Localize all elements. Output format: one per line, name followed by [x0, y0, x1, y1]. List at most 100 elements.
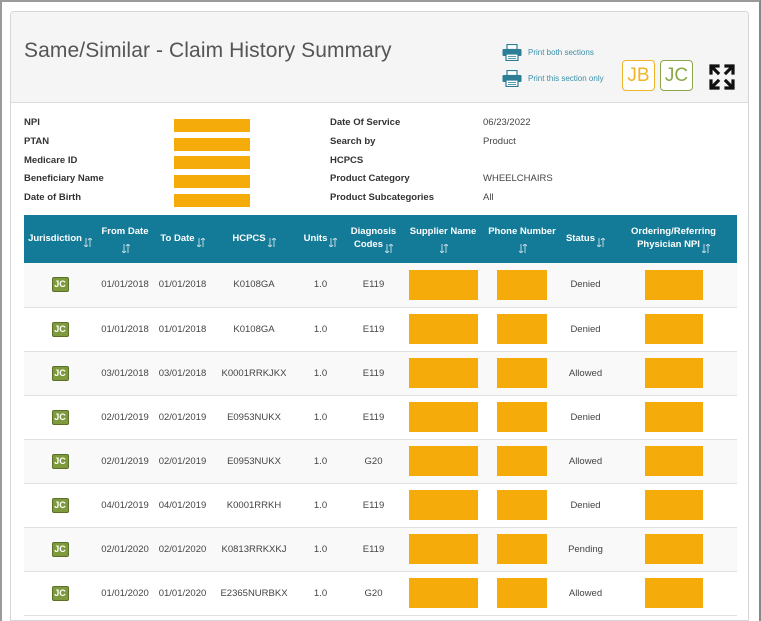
cell-hcpcs: E2365NURBKX	[211, 571, 297, 616]
table-row[interactable]: JC 02/01/2020 02/01/2020 K0813RRKXKJ 1.0 E119…	[24, 527, 737, 572]
product-subcategories-label: Product Subcategories	[330, 192, 434, 203]
jurisdiction-badge: JC	[51, 365, 69, 381]
jurisdiction-badge: JC	[51, 321, 69, 337]
cell-to-date: 02/01/2019	[154, 395, 211, 440]
cell-units: 1.0	[297, 483, 344, 528]
print-both-sections-link[interactable]: Print both sections	[502, 44, 594, 61]
sort-icon	[329, 237, 338, 247]
column-header-hcpcs[interactable]: HCPCS	[211, 215, 297, 263]
jurisdiction-badge: JC	[51, 497, 69, 513]
cell-hcpcs: E0953NUKX	[211, 439, 297, 484]
cell-ordering-physician-npi	[610, 263, 737, 308]
date-of-service-label: Date Of Service	[330, 117, 401, 128]
cell-status: Allowed	[561, 351, 610, 396]
cell-phone-number	[483, 527, 561, 572]
cell-to-date: 04/01/2019	[154, 483, 211, 528]
column-header-units[interactable]: Units	[297, 215, 344, 263]
cell-status: Denied	[561, 395, 610, 440]
cell-jurisdiction: JC	[24, 527, 96, 572]
cell-phone-number	[483, 307, 561, 352]
claim-history-table: Jurisdiction From Date To Date HCPCS Uni…	[24, 215, 737, 616]
claim-info-section: NPI PTAN Medicare ID Beneficiary Name Da…	[11, 104, 748, 214]
cell-diagnosis-code: E119	[344, 395, 403, 440]
table-row[interactable]: JC 01/01/2018 01/01/2018 K0108GA 1.0 E119 Deni…	[24, 263, 737, 308]
hcpcs-label: HCPCS	[330, 155, 364, 166]
cell-from-date: 02/01/2019	[96, 395, 154, 440]
column-header-from-date[interactable]: From Date	[96, 215, 154, 263]
column-header-to-date[interactable]: To Date	[154, 215, 211, 263]
column-header-diagnosis-codes[interactable]: Diagnosis Codes	[344, 215, 403, 263]
redacted-block	[497, 314, 547, 344]
cell-ordering-physician-npi	[610, 307, 737, 352]
jurisdiction-badge: JC	[51, 453, 69, 469]
cell-phone-number	[483, 351, 561, 396]
redacted-block	[644, 269, 703, 300]
table-row[interactable]: JC 02/01/2019 02/01/2019 E0953NUKX 1.0 G20 All…	[24, 439, 737, 484]
sort-icon	[83, 237, 92, 247]
printer-icon	[502, 44, 522, 61]
sort-icon	[701, 244, 710, 253]
redacted-block	[644, 358, 703, 388]
cell-supplier-name	[403, 527, 483, 572]
cell-supplier-name	[403, 351, 483, 396]
cell-ordering-physician-npi	[610, 351, 737, 396]
cell-jurisdiction: JC	[24, 307, 96, 352]
cell-jurisdiction: JC	[24, 483, 96, 528]
redacted-block	[408, 446, 478, 476]
cell-from-date: 02/01/2020	[96, 527, 154, 572]
jurisdiction-jc-button[interactable]: JC	[660, 60, 693, 91]
cell-from-date: 03/01/2018	[96, 351, 154, 396]
cell-to-date: 02/01/2019	[154, 439, 211, 484]
cell-status: Denied	[561, 307, 610, 352]
cell-diagnosis-code: E119	[344, 527, 403, 572]
cell-to-date: 01/01/2018	[154, 307, 211, 352]
table-row[interactable]: JC 04/01/2019 04/01/2019 K0001RRKH 1.0 E119 De…	[24, 483, 737, 528]
sort-icon	[519, 244, 527, 253]
table-row[interactable]: JC 03/01/2018 03/01/2018 K0001RRKJKX 1.0 E119…	[24, 351, 737, 396]
column-header-phone-number[interactable]: Phone Number	[483, 215, 561, 263]
print-this-section-link[interactable]: Print this section only	[502, 70, 604, 87]
cell-diagnosis-code: E119	[344, 483, 403, 528]
table-body: JC 01/01/2018 01/01/2018 K0108GA 1.0 E119 Deni…	[24, 263, 737, 616]
sort-icon	[385, 244, 394, 253]
cell-hcpcs: E0953NUKX	[211, 395, 297, 440]
cell-ordering-physician-npi	[610, 571, 737, 616]
medicare-id-label: Medicare ID	[24, 155, 78, 166]
claim-history-panel: Same/Similar - Claim History Summary Pri…	[10, 11, 749, 621]
column-header-status[interactable]: Status	[561, 215, 610, 263]
cell-units: 1.0	[297, 527, 344, 572]
jurisdiction-jb-button[interactable]: JB	[622, 60, 655, 91]
redacted-block	[408, 358, 478, 388]
cell-status: Denied	[561, 263, 610, 308]
cell-status: Allowed	[561, 439, 610, 484]
cell-ordering-physician-npi	[610, 439, 737, 484]
cell-ordering-physician-npi	[610, 527, 737, 572]
cell-phone-number	[483, 571, 561, 616]
table-row[interactable]: JC 02/01/2019 02/01/2019 E0953NUKX 1.0 E119 De…	[24, 395, 737, 440]
column-header-jurisdiction[interactable]: Jurisdiction	[24, 215, 96, 263]
table-row[interactable]: JC 01/01/2018 01/01/2018 K0108GA 1.0 E119 Deni…	[24, 307, 737, 352]
redacted-block	[644, 446, 703, 476]
cell-jurisdiction: JC	[24, 351, 96, 396]
redacted-block	[644, 402, 703, 432]
search-by-label: Search by	[330, 136, 376, 147]
product-category-value: WHEELCHAIRS	[483, 173, 553, 184]
cell-units: 1.0	[297, 351, 344, 396]
cell-ordering-physician-npi	[610, 395, 737, 440]
date-of-birth-label: Date of Birth	[24, 192, 81, 203]
cell-hcpcs: K0001RRKJKX	[211, 351, 297, 396]
npi-redacted-value	[174, 119, 250, 132]
column-header-ordering-physician-npi[interactable]: Ordering/Referring Physician NPI	[610, 215, 737, 263]
fullscreen-expand-icon[interactable]	[709, 64, 735, 90]
cell-hcpcs: K0001RRKH	[211, 483, 297, 528]
table-row[interactable]: JC 01/01/2020 01/01/2020 E2365NURBKX 1.0 G20 A…	[24, 571, 737, 616]
medicare-id-redacted-value	[174, 156, 250, 169]
cell-from-date: 01/01/2020	[96, 571, 154, 616]
column-header-supplier-name[interactable]: Supplier Name	[403, 215, 483, 263]
redacted-block	[408, 269, 478, 300]
redacted-block	[408, 314, 478, 344]
sort-icon	[597, 237, 606, 247]
sort-icon	[122, 244, 130, 253]
product-category-label: Product Category	[330, 173, 410, 184]
